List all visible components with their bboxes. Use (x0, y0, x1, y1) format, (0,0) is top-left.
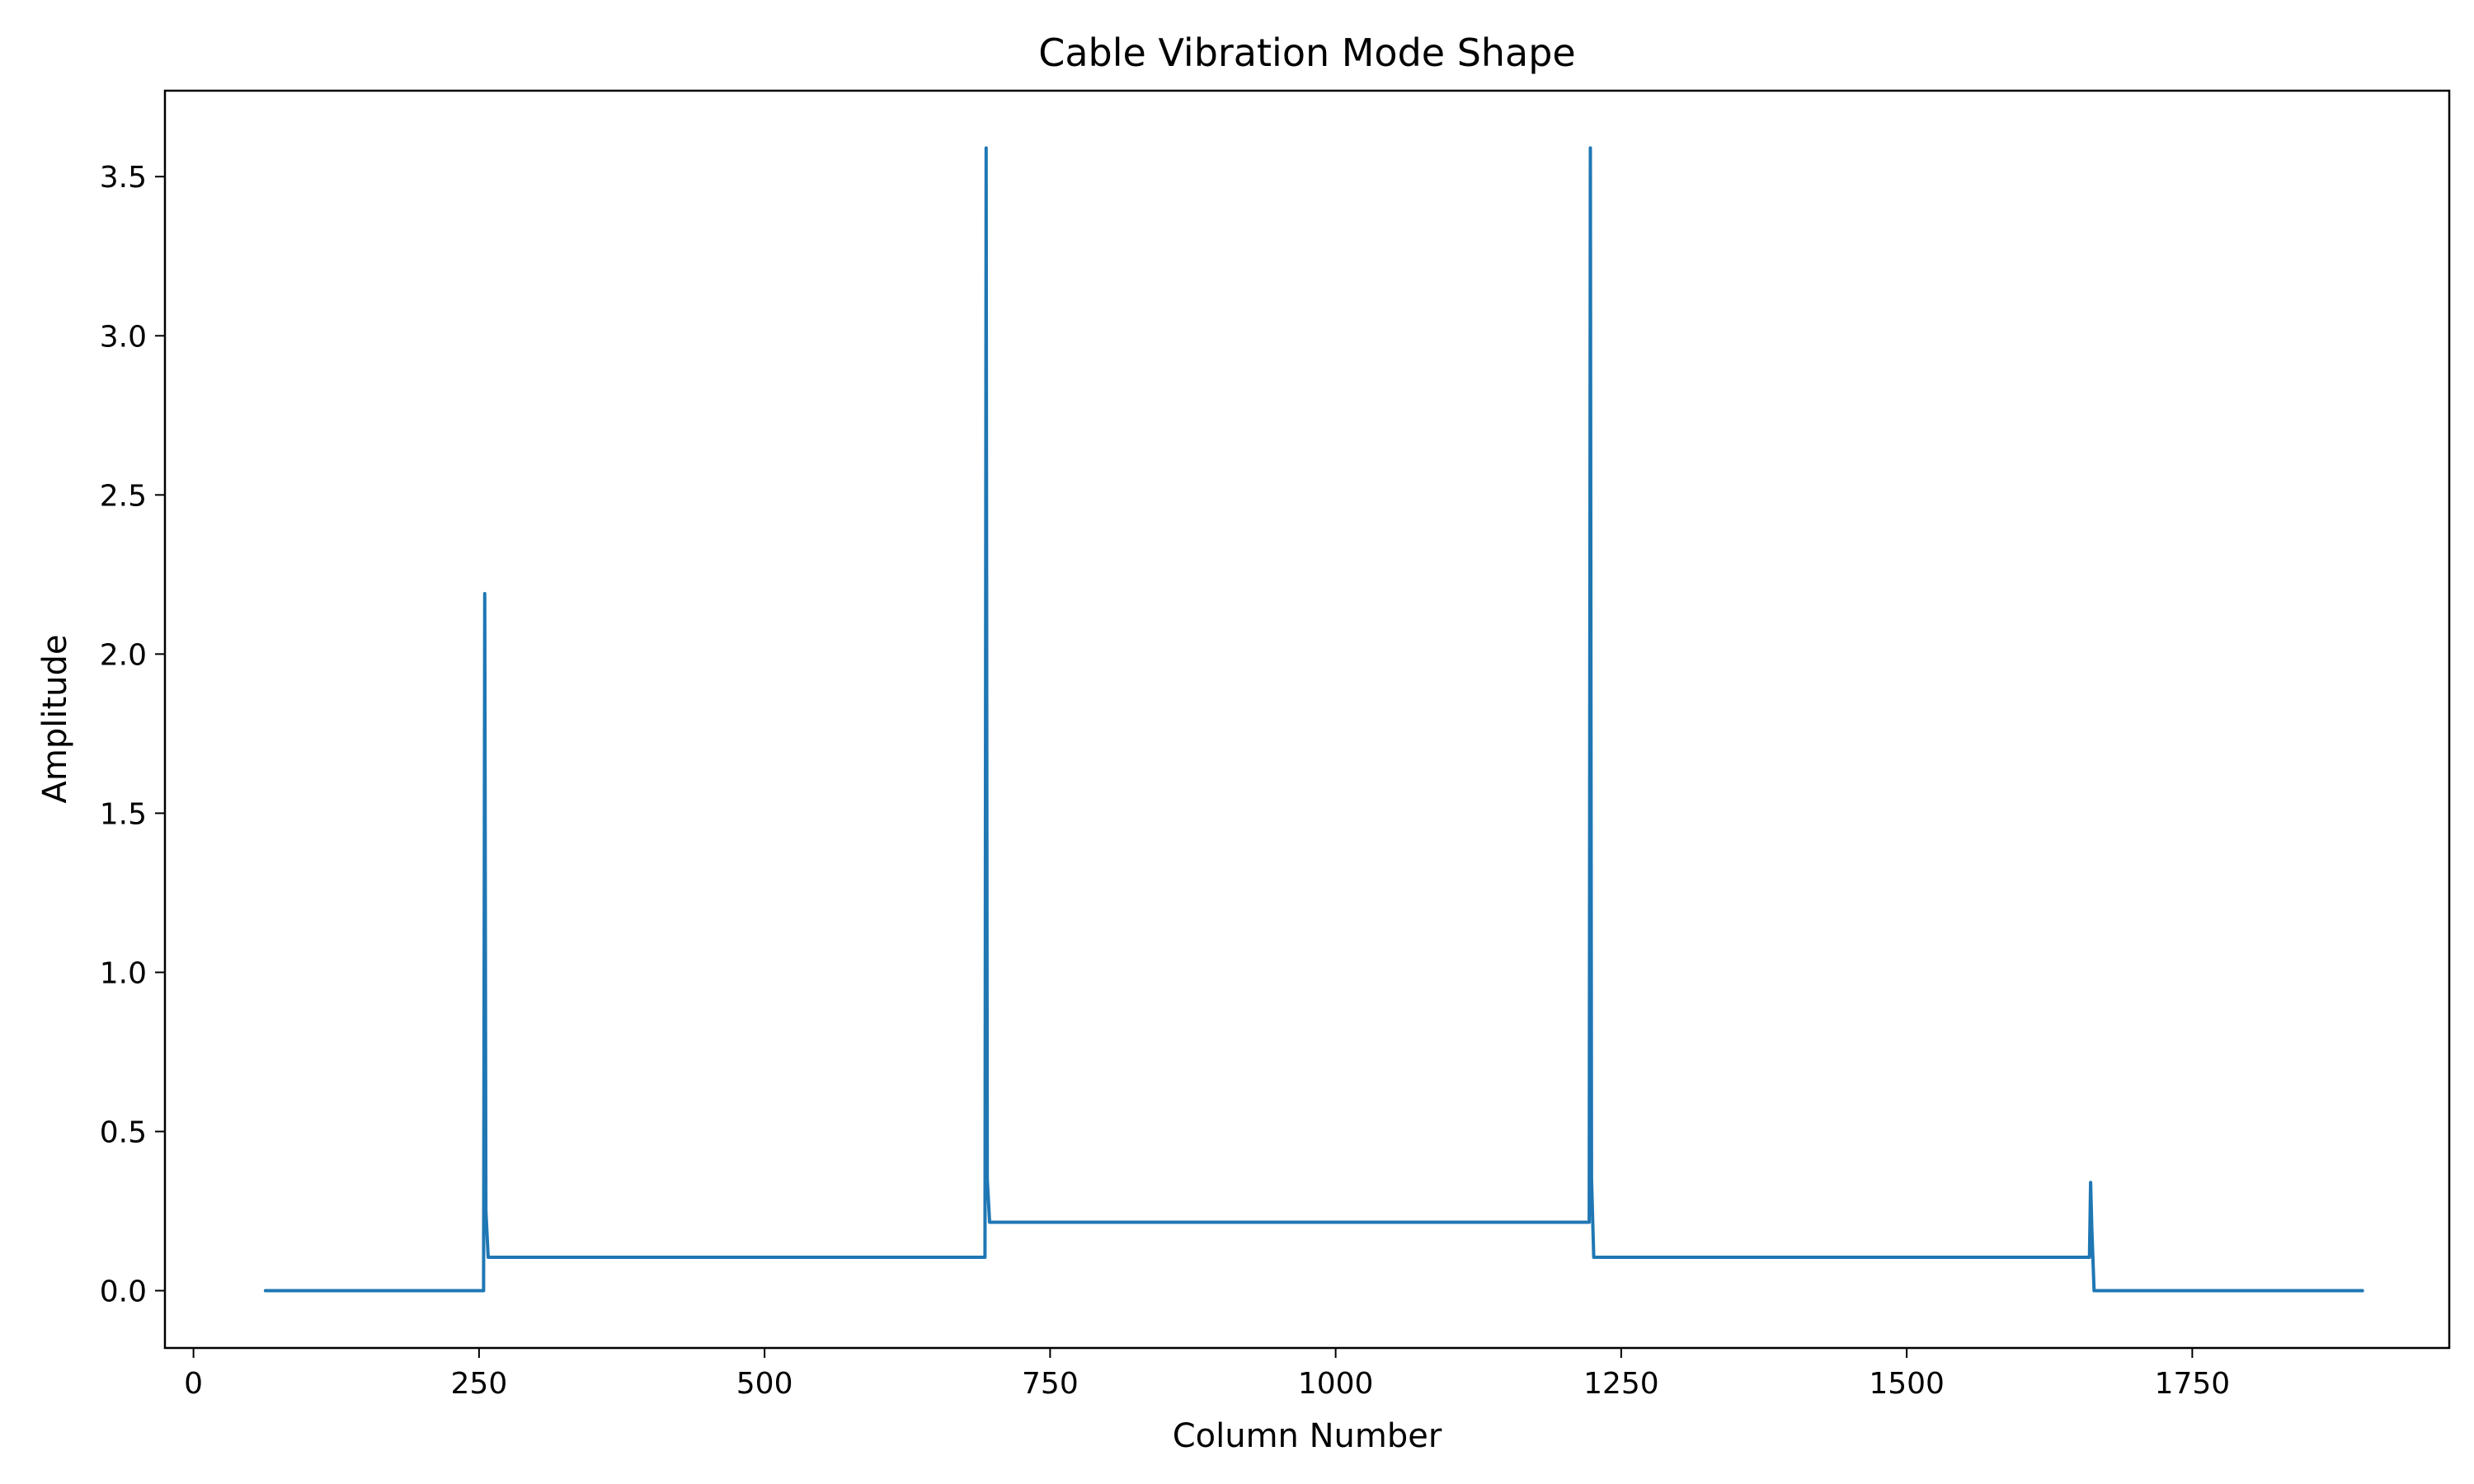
y-tick-label: 2.5 (100, 479, 147, 513)
x-axis-label: Column Number (1173, 1417, 1442, 1455)
x-tick-label: 1000 (1298, 1367, 1374, 1401)
y-tick-label: 1.0 (100, 956, 147, 990)
y-axis: 0.0 0.5 1.0 1.5 2.0 2.5 3.0 3.5 (100, 161, 165, 1309)
x-tick-label: 250 (451, 1367, 508, 1401)
series-layer (263, 146, 2364, 1293)
y-tick-label: 3.5 (100, 161, 147, 195)
y-tick-label: 0.5 (100, 1115, 147, 1149)
x-tick-label: 1750 (2155, 1367, 2231, 1401)
y-tick-label: 0.0 (100, 1275, 147, 1309)
x-tick-label: 750 (1022, 1367, 1079, 1401)
y-axis-label: Amplitude (36, 635, 74, 804)
plot-area (163, 89, 2451, 1350)
y-tick-label: 2.0 (100, 638, 147, 672)
axes-frame (163, 89, 2451, 1350)
x-tick-label: 0 (184, 1367, 203, 1401)
x-tick-label: 1250 (1583, 1367, 1659, 1401)
x-tick-label: 500 (736, 1367, 793, 1401)
chart-title: Cable Vibration Mode Shape (1038, 31, 1575, 75)
x-tick-label: 1500 (1869, 1367, 1945, 1401)
y-tick-label: 1.5 (100, 797, 147, 831)
x-axis: 0 250 500 750 1000 1250 1500 1750 (184, 1348, 2230, 1401)
y-tick-label: 3.0 (100, 320, 147, 354)
series-line-0 (263, 146, 2364, 1293)
